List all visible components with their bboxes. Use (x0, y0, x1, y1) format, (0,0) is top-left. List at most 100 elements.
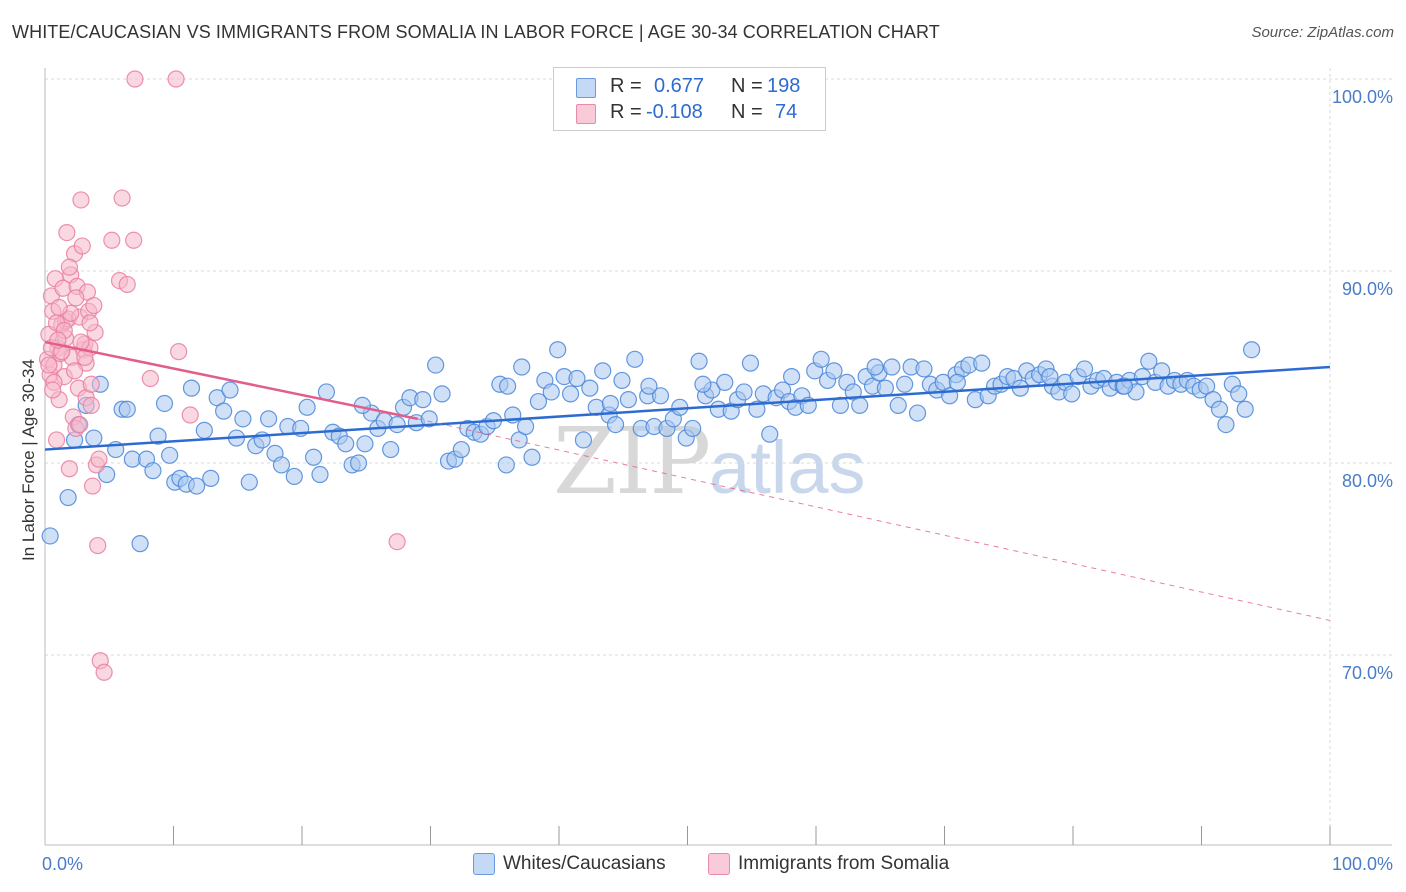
white-caucasian-point (202, 469, 220, 487)
somalia-point (40, 356, 58, 374)
white-caucasian-point (1063, 385, 1081, 403)
somalia-point (58, 224, 76, 242)
legend-n-label: N = (731, 75, 763, 97)
white-caucasian-point (215, 402, 233, 420)
white-caucasian-point (1041, 368, 1059, 386)
white-caucasian-point (782, 368, 801, 386)
white-caucasian-point (41, 527, 59, 545)
somalia-point (67, 289, 85, 307)
white-caucasian-point (640, 377, 658, 395)
white-caucasian-point (427, 356, 445, 374)
grid-layer (45, 68, 1392, 845)
y-tick-label: 90.0% (1342, 279, 1393, 299)
white-caucasian-point (594, 362, 612, 380)
somalia-point (118, 275, 136, 294)
white-caucasian-point (1243, 341, 1261, 359)
somalia-point (181, 406, 199, 424)
white-caucasian-point (812, 350, 830, 368)
white-caucasian-point (684, 419, 702, 438)
white-caucasian-point (513, 358, 531, 376)
x-tick-label: 0.0% (42, 854, 83, 874)
white-caucasian-point (388, 416, 406, 434)
trend-layer (44, 340, 1331, 621)
somalia-point (85, 296, 103, 315)
white-caucasian-point (613, 371, 631, 390)
x-tick-label: 100.0% (1332, 854, 1393, 874)
point-layer (38, 70, 1261, 681)
y-tick-label: 70.0% (1342, 663, 1393, 683)
white-caucasian-point (883, 358, 901, 376)
white-caucasian-point (1217, 416, 1235, 434)
white-caucasian-point (420, 410, 438, 428)
somalia-point (126, 70, 144, 88)
somalia-point (50, 298, 68, 317)
white-caucasian-point (131, 535, 149, 553)
white-caucasian-point (851, 396, 869, 414)
white-caucasian-point (356, 435, 374, 453)
white-caucasian-point (59, 488, 77, 507)
white-caucasian-point (118, 400, 136, 418)
white-caucasian-point (155, 394, 174, 413)
white-caucasian-point (221, 381, 239, 399)
white-caucasian-point (866, 358, 884, 376)
white-caucasian-point (651, 387, 670, 405)
somalia-point (65, 362, 84, 380)
white-caucasian-point (581, 379, 599, 397)
white-caucasian-point (182, 379, 201, 397)
white-caucasian-point (908, 404, 927, 422)
bottom-legend-label-whites: Whites/Caucasians (503, 853, 666, 874)
somalia-point (90, 450, 108, 468)
white-caucasian-point (1230, 385, 1248, 403)
white-caucasian-point (272, 456, 291, 474)
somalia-point (89, 536, 107, 555)
somalia-point (167, 70, 185, 88)
legend-r-label: R = (610, 75, 642, 97)
white-caucasian-point (499, 377, 517, 395)
somalia-point (81, 314, 99, 332)
somalia-point (170, 343, 188, 361)
white-caucasian-point (1236, 400, 1254, 418)
white-caucasian-point (452, 440, 470, 459)
chart-title: WHITE/CAUCASIAN VS IMMIGRANTS FROM SOMAL… (12, 22, 940, 42)
white-caucasian-point (1140, 352, 1158, 370)
white-caucasian-point (529, 392, 548, 411)
white-caucasian-point (626, 350, 644, 368)
y-axis-title: In Labor Force | Age 30-34 (19, 359, 38, 561)
bottom-legend-label-somalia: Immigrants from Somalia (738, 853, 950, 874)
white-caucasian-point (889, 396, 907, 414)
white-caucasian-point (1075, 360, 1094, 378)
white-caucasian-point (317, 383, 336, 401)
somalia-point (95, 663, 113, 681)
legend-swatch-whites (576, 78, 596, 98)
somalia-point (60, 258, 79, 276)
somalia-point (141, 369, 159, 388)
somalia-point (125, 231, 143, 249)
white-caucasian-point (433, 385, 451, 403)
white-caucasian-point (601, 394, 620, 413)
label-layer: 100.0% 90.0% 80.0% 70.0% 0.0% 100.0% In Labor … (19, 87, 1393, 874)
legend-n-value: 74 (775, 101, 798, 123)
legend-n-label: N = (731, 101, 763, 123)
white-caucasian-point (542, 383, 560, 401)
somalia-trend-extension (417, 418, 1331, 621)
somalia-point (82, 375, 100, 393)
white-caucasian-point (304, 448, 323, 466)
white-caucasian-point (149, 427, 167, 445)
white-caucasian-point (915, 360, 933, 378)
white-caucasian-point (574, 431, 593, 449)
legend-r-value: 0.677 (654, 75, 705, 97)
white-caucasian-point (414, 391, 432, 409)
somalia-point (72, 191, 90, 209)
white-caucasian-point (337, 435, 355, 453)
legend-n-value: 198 (767, 75, 801, 97)
white-caucasian-point (349, 454, 368, 472)
somalia-point (71, 416, 89, 434)
white-caucasian-point (694, 375, 712, 393)
white-caucasian-point (516, 417, 535, 436)
white-caucasian-point (382, 440, 400, 459)
white-caucasian-point (195, 421, 213, 439)
white-caucasian-point (311, 465, 329, 484)
legend-swatch-somalia (576, 104, 596, 124)
white-caucasian-point (716, 373, 734, 391)
white-caucasian-point (735, 383, 753, 401)
